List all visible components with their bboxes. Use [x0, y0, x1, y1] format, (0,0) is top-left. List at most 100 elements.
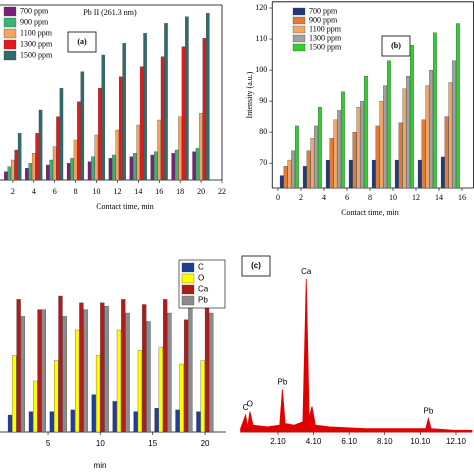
bar [195, 148, 200, 181]
bar [112, 154, 116, 181]
legend-swatch [3, 6, 17, 17]
bar [35, 133, 39, 181]
legend-label: Pb [198, 296, 208, 305]
bar [31, 153, 36, 181]
bar [133, 411, 138, 433]
legend-swatch [181, 273, 195, 284]
x-tick-label: 6 [345, 193, 349, 202]
bar [38, 109, 43, 181]
bar [150, 154, 155, 181]
bar [433, 32, 437, 189]
x-tick-label: 4.10 [306, 437, 322, 446]
bar [181, 46, 186, 181]
bar [56, 116, 60, 181]
bar [167, 312, 172, 433]
x-axis-label: min [94, 461, 107, 470]
bar [421, 119, 426, 189]
bar [333, 119, 338, 189]
bar [394, 159, 399, 189]
legend-swatch [3, 39, 17, 50]
legend-swatch [292, 7, 306, 16]
bar [153, 151, 158, 181]
legend-label: 1300 ppm [309, 33, 342, 42]
bar [41, 309, 46, 433]
bar [406, 76, 411, 189]
bar [398, 122, 403, 189]
y-tick-label: 120 [255, 3, 267, 12]
bar [440, 156, 445, 189]
x-tick-label: 2.10 [270, 437, 286, 446]
bar [178, 116, 182, 181]
panel-label-box [241, 255, 271, 277]
bar [4, 171, 8, 181]
legend-swatch [3, 17, 17, 28]
peak-label: O [247, 400, 253, 409]
bar [337, 110, 342, 189]
legend-label: 1500 ppm [309, 42, 342, 51]
bar [54, 360, 59, 433]
bar [142, 304, 147, 433]
bar [75, 329, 80, 433]
bar [133, 153, 137, 181]
legend-swatch [181, 295, 195, 306]
bar [14, 149, 18, 181]
x-tick-label: 14 [134, 187, 142, 196]
panel-label: (a) [77, 37, 87, 46]
legend-swatch [3, 28, 17, 39]
bar [116, 329, 122, 433]
bar [179, 363, 184, 433]
bar [137, 350, 143, 433]
legend-label: 1100 ppm [20, 28, 53, 37]
bar [188, 304, 193, 433]
x-tick-label: 22 [218, 187, 226, 196]
x-tick-label: 8 [368, 193, 372, 202]
bar [70, 158, 74, 181]
x-tick-label: 16 [155, 187, 163, 196]
bar [11, 159, 15, 181]
bar [146, 321, 151, 433]
bar [95, 355, 101, 433]
legend-label: 900 ppm [309, 15, 338, 24]
bar [28, 163, 32, 181]
chart-title: Pb II (261.3 nm) [83, 8, 137, 17]
bar [444, 116, 449, 189]
bar [295, 125, 299, 189]
peak-label: Pb [278, 378, 288, 387]
bar [7, 414, 13, 433]
bar [429, 69, 434, 189]
bar [348, 159, 353, 189]
x-tick-label: 6 [53, 187, 57, 196]
bar [104, 306, 109, 433]
bar [33, 380, 38, 433]
legend-swatch [292, 43, 306, 52]
bar [192, 151, 196, 181]
bar [174, 149, 179, 181]
x-tick-label: 12 [113, 187, 121, 196]
bar [356, 107, 361, 189]
x-tick-label: 0 [276, 193, 280, 202]
legend-label: 700 ppm [309, 6, 338, 15]
bar [58, 295, 63, 433]
x-tick-label: 10 [389, 193, 397, 202]
bar [387, 60, 391, 189]
legend-label: 1300 ppm [20, 39, 53, 48]
legend-swatch [181, 262, 195, 273]
y-tick-label: 70 [259, 158, 267, 167]
bar [66, 163, 71, 181]
bar [91, 156, 95, 181]
bar [37, 309, 42, 433]
x-tick-label: 18 [176, 187, 184, 196]
bar [417, 159, 422, 189]
bar [314, 125, 319, 189]
panel: 2 4 6 8 10 12 14 16 18 20 22 Pb II (261.3 nm) Contac… [0, 4, 226, 211]
x-tick-label: 8.10 [377, 437, 393, 446]
bar [371, 159, 376, 189]
bar [163, 299, 168, 433]
panel-label: (b) [391, 41, 401, 50]
legend-swatch [292, 16, 306, 25]
legend-label: O [198, 274, 204, 283]
bar [12, 355, 17, 433]
bar [204, 299, 210, 433]
bar [329, 138, 334, 189]
